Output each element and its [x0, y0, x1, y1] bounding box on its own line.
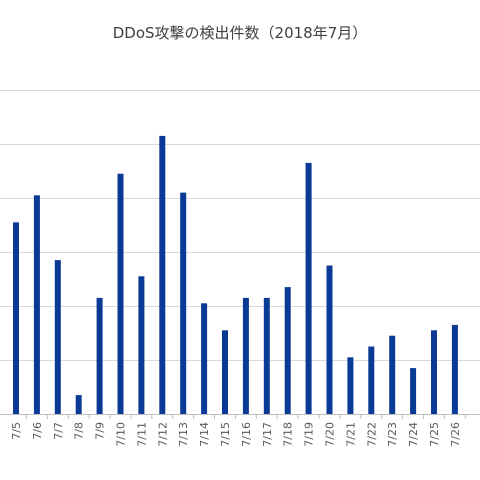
- bars: [13, 135, 458, 414]
- bar-7-26: [451, 324, 458, 414]
- bar-7-15: [222, 330, 228, 414]
- x-tick-label: 7/12: [156, 422, 169, 447]
- x-axis: [0, 414, 480, 419]
- x-tick-label: 7/10: [115, 422, 128, 447]
- x-tick-label: 7/22: [365, 422, 378, 447]
- x-tick-label: 7/15: [219, 422, 232, 447]
- bar-7-23: [389, 335, 396, 414]
- bar-7-21: [347, 357, 354, 414]
- x-tick-label: 7/16: [240, 422, 253, 447]
- x-tick-label: 7/24: [407, 422, 420, 447]
- bar-7-24: [410, 368, 417, 414]
- bar-7-18: [284, 287, 291, 414]
- bar-7-17: [263, 297, 270, 414]
- x-tick-label: 7/17: [261, 422, 274, 447]
- x-tick-label: 7/9: [94, 422, 107, 440]
- bar-7-16: [242, 297, 249, 414]
- x-tick-label: 7/5: [10, 422, 23, 440]
- bar-7-20: [326, 265, 333, 414]
- bar-7-19: [305, 162, 312, 414]
- x-tick-labels: 7/5 7/6 7/7 7/8 7/9 7/10 7/11 7/12 7/13 7/14 7/15 7…: [10, 422, 462, 447]
- bar-7-22: [368, 346, 375, 414]
- bar-7-13: [180, 192, 187, 414]
- x-tick-label: 7/8: [73, 422, 86, 440]
- x-tick-label: 7/11: [135, 422, 148, 447]
- x-tick-label: 7/26: [449, 422, 462, 447]
- chart-title: DDoS攻撃の検出件数（2018年7月）: [112, 24, 368, 42]
- x-tick-label: 7/21: [344, 422, 357, 447]
- bar-7-6: [33, 195, 40, 414]
- x-tick-label: 7/20: [324, 422, 337, 447]
- x-tick-label: 7/6: [31, 422, 44, 440]
- x-tick-label: 7/13: [177, 422, 190, 447]
- bar-7-11: [138, 276, 145, 414]
- bar-7-14: [201, 303, 208, 414]
- bar-7-5: [13, 222, 19, 414]
- x-tick-label: 7/7: [52, 422, 65, 440]
- x-tick-label: 7/14: [198, 422, 211, 447]
- x-tick-label: 7/19: [303, 422, 316, 447]
- x-tick-label: 7/23: [386, 422, 399, 447]
- x-tick-label: 7/25: [428, 422, 441, 447]
- bar-7-8: [75, 395, 82, 414]
- bar-7-25: [431, 330, 437, 414]
- x-tick-label: 7/18: [282, 422, 295, 447]
- bar-7-7: [54, 260, 61, 414]
- bar-7-9: [96, 297, 103, 414]
- bar-7-12: [159, 135, 166, 414]
- bar-7-10: [117, 173, 124, 414]
- gridlines: [0, 90, 480, 361]
